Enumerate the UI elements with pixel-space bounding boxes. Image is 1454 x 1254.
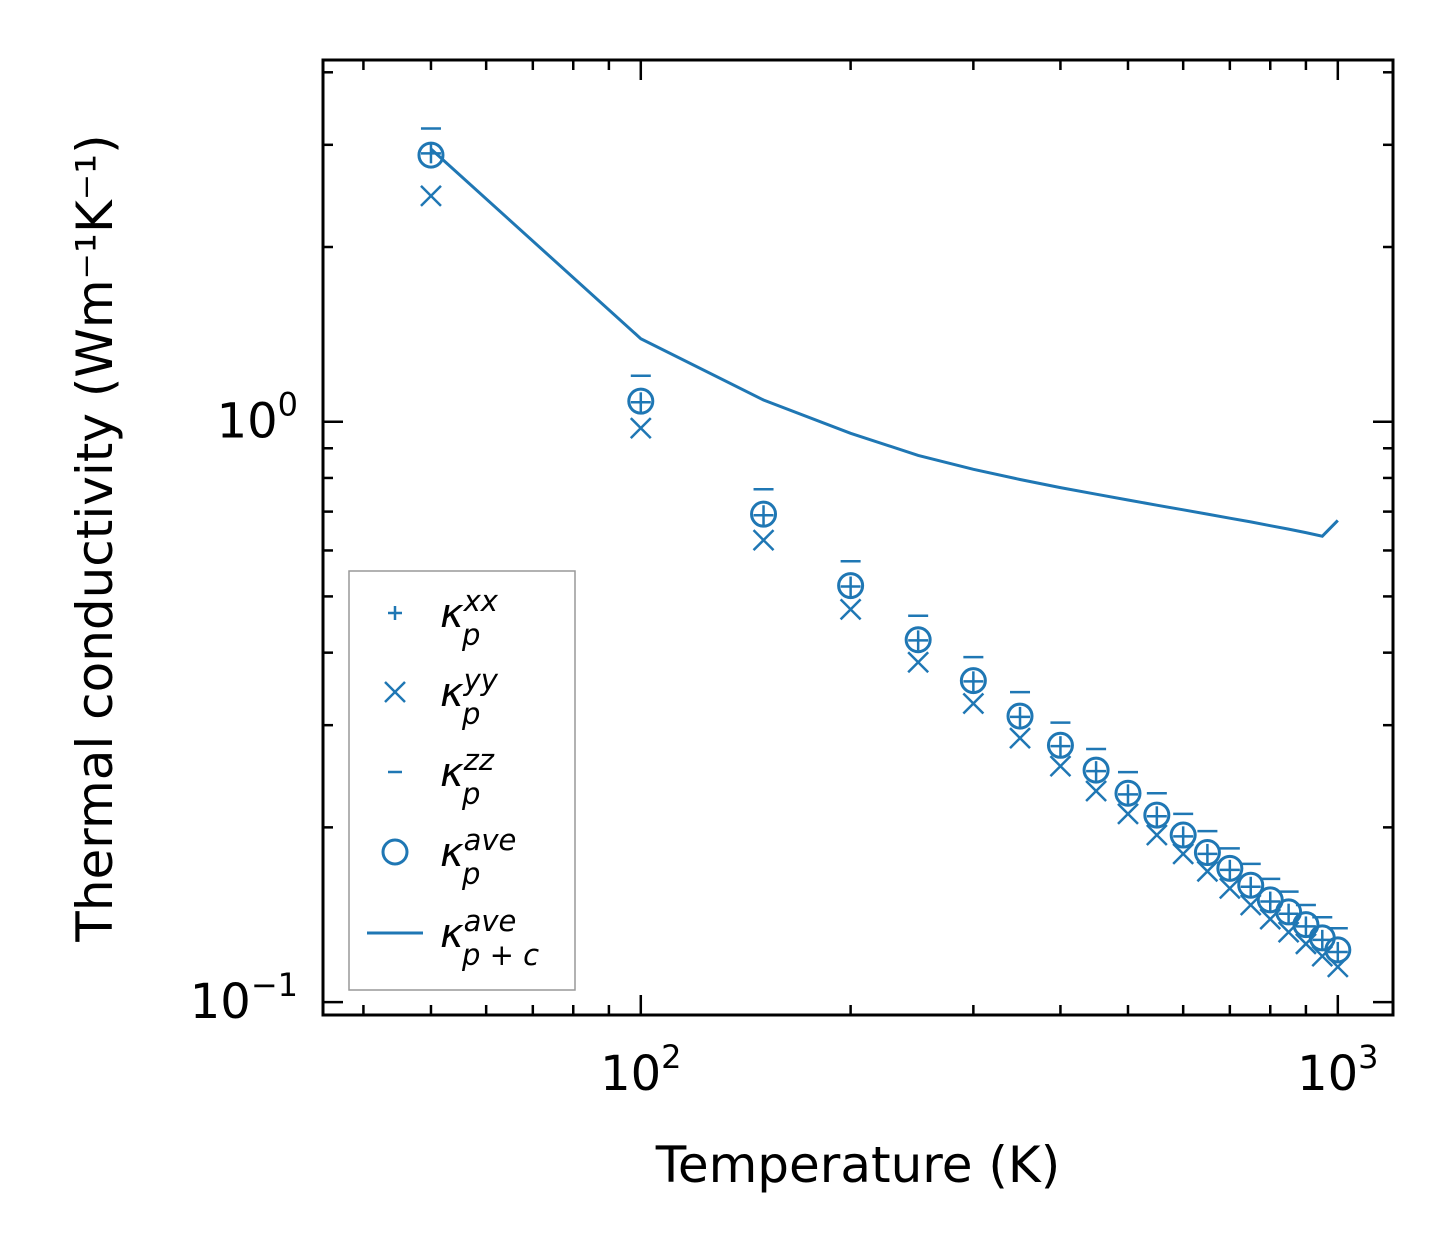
data-point-kappa_p_yy xyxy=(752,529,775,552)
data-point-kappa_p_ave xyxy=(1237,871,1265,899)
legend-label: κxx p xyxy=(440,584,499,652)
data-point-kappa_p_yy xyxy=(907,651,930,674)
data-point-kappa_p_yy xyxy=(629,417,652,439)
data-point-kappa_p_ave xyxy=(1292,911,1320,939)
legend: κxx p κyy p κzz p κave p κave p + c xyxy=(348,570,576,991)
legend-label: κyy p xyxy=(440,663,499,731)
data-point-kappa_p_yy xyxy=(1009,727,1031,749)
data-point-kappa_p_yy xyxy=(1145,824,1168,846)
data-point-kappa_p_ave xyxy=(1216,854,1244,882)
data-point-kappa_p_ave xyxy=(1082,756,1110,784)
data-point-kappa_p_yy xyxy=(1172,843,1195,865)
series-line-kappa_p+c_ave xyxy=(429,147,1339,538)
data-point-kappa_p_ave xyxy=(1275,898,1303,926)
legend-marker-circle xyxy=(381,838,409,866)
x-axis-title: Temperature (K) xyxy=(655,1136,1060,1194)
y-axis-title: Thermal conductivity (Wm⁻¹K⁻¹) xyxy=(66,134,124,942)
data-point-kappa_p_ave xyxy=(837,572,865,600)
data-point-kappa_p_ave xyxy=(1006,702,1034,730)
data-point-kappa_p_yy xyxy=(1196,860,1219,883)
axis-ticks xyxy=(323,60,1393,1015)
data-point-kappa_p_ave xyxy=(627,387,655,415)
data-point-kappa_p_xx xyxy=(1219,859,1240,880)
data-point-kappa_p_ave xyxy=(417,141,445,169)
data-point-kappa_p_yy xyxy=(962,692,985,715)
plot-area xyxy=(417,127,1352,978)
plot-frame xyxy=(321,58,1395,1017)
data-point-kappa_p_yy xyxy=(839,598,862,621)
data-point-kappa_p_xx xyxy=(1327,941,1348,962)
data-point-kappa_p_xx xyxy=(1086,761,1107,782)
data-point-kappa_p_ave xyxy=(904,626,932,654)
data-point-kappa_p_xx xyxy=(1240,876,1261,897)
legend-box xyxy=(348,570,576,991)
legend-label: κzz p xyxy=(440,743,495,811)
data-point-kappa_p_xx xyxy=(963,671,984,692)
data-point-kappa_p_yy xyxy=(420,184,442,207)
data-point-kappa_p_xx xyxy=(1260,891,1281,912)
data-point-kappa_p_yy xyxy=(1117,802,1139,825)
data-point-kappa_p_ave xyxy=(1169,821,1197,849)
data-point-kappa_p_xx xyxy=(1295,916,1316,937)
legend-label: κave p xyxy=(440,823,516,891)
x-tick-label: 102 xyxy=(600,1038,681,1102)
data-point-kappa_p_ave xyxy=(959,667,987,695)
y-tick-label: 10−1 xyxy=(190,966,298,1030)
legend-marker-x xyxy=(384,681,406,703)
data-point-kappa_p_yy xyxy=(1218,877,1241,900)
data-point-kappa_p_xx xyxy=(753,505,774,526)
data-point-kappa_p_xx xyxy=(1173,826,1194,847)
data-point-kappa_p_ave xyxy=(1143,801,1171,829)
data-point-kappa_p_xx xyxy=(1146,806,1167,827)
data-point-kappa_p_xx xyxy=(1010,706,1031,727)
tick-labels: 102 103 10−1 100 xyxy=(190,386,1379,1102)
legend-label: κave p + c xyxy=(440,904,539,972)
data-point-kappa_p_xx xyxy=(1197,843,1218,864)
data-point-kappa_p_xx xyxy=(908,630,929,651)
data-point-kappa_p_yy xyxy=(1085,780,1107,802)
data-point-kappa_p_ave xyxy=(1114,779,1142,807)
data-point-kappa_p_xx xyxy=(630,392,651,413)
data-point-kappa_p_ave xyxy=(1193,839,1221,867)
data-point-kappa_p_yy xyxy=(1295,932,1317,955)
data-point-kappa_p_xx xyxy=(840,576,861,597)
data-point-kappa_p_xx xyxy=(1278,903,1299,924)
data-point-kappa_p_ave xyxy=(750,500,778,528)
x-tick-label: 103 xyxy=(1297,1038,1378,1102)
data-point-kappa_p_ave xyxy=(1046,731,1074,759)
data-point-kappa_p_ave xyxy=(1324,936,1352,964)
data-point-kappa_p_ave xyxy=(1256,886,1284,914)
data-point-kappa_p_yy xyxy=(1049,755,1072,778)
legend-marker-plus xyxy=(388,606,402,620)
y-tick-label: 100 xyxy=(217,386,298,450)
data-point-kappa_p_xx xyxy=(1117,784,1138,805)
data-point-kappa_p_xx xyxy=(1050,736,1071,757)
